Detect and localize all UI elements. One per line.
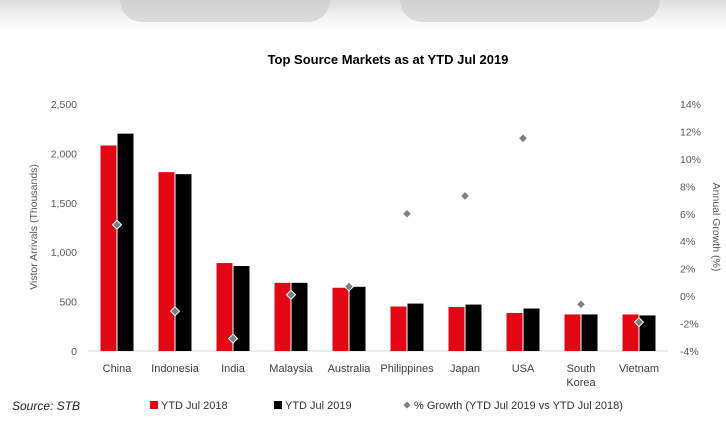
- legend-label: YTD Jul 2018: [161, 400, 228, 412]
- growth-marker: [517, 133, 529, 144]
- y2-tick-label: 12%: [680, 126, 701, 138]
- category-label: China: [103, 363, 133, 375]
- bar-ytd-2019: [117, 133, 134, 351]
- y-tick-label: 500: [59, 297, 77, 309]
- legend: YTD Jul 2018 YTD Jul 2019 % Growth (YTD Ju…: [150, 400, 623, 412]
- legend-swatch-growth: [403, 401, 411, 409]
- growth-marker: [575, 299, 587, 310]
- category-label: Australia: [328, 363, 372, 375]
- bar-ytd-2018: [564, 314, 581, 351]
- category-label: Indonesia: [151, 363, 200, 375]
- bar-ytd-2018: [274, 282, 291, 351]
- legend-swatch-2018: [150, 401, 158, 409]
- growth-markers-layer: [111, 133, 645, 344]
- y2-tick-label: 8%: [680, 181, 695, 193]
- y2-tick-label: 14%: [680, 99, 701, 111]
- growth-marker: [633, 316, 645, 328]
- bar-ytd-2019: [233, 266, 250, 351]
- category-labels: China Indonesia India Malaysia Australia Phil…: [103, 363, 659, 389]
- category-label: Vietnam: [619, 363, 659, 375]
- bar-ytd-2018: [158, 172, 175, 351]
- legend-label: YTD Jul 2019: [285, 400, 352, 412]
- y-axis-title: Vistor Arrivals (Thousands): [28, 164, 40, 290]
- y-tick-label: 1,000: [51, 247, 77, 259]
- category-label: Malaysia: [269, 363, 313, 375]
- bar-ytd-2018: [100, 145, 117, 351]
- y2-axis-title: Annual Growth (%): [710, 183, 722, 272]
- y2-tick-label: 0%: [680, 291, 695, 303]
- growth-marker: [459, 190, 471, 202]
- bar-ytd-2019: [175, 174, 192, 351]
- bar-ytd-2019: [523, 308, 540, 351]
- growth-marker: [111, 219, 123, 230]
- bar-ytd-2018: [332, 287, 349, 351]
- bar-ytd-2018: [448, 307, 465, 351]
- bar-ytd-2019: [465, 304, 482, 351]
- y2-tick-label: 2%: [680, 264, 695, 276]
- y-tick-label: 0: [71, 346, 77, 358]
- header-texture-streak: [120, 0, 330, 22]
- category-label: India: [221, 363, 246, 375]
- y2-tick-label: 10%: [680, 154, 701, 166]
- category-label: Japan: [450, 363, 480, 375]
- chart-title: Top Source Markets as at YTD Jul 2019: [268, 52, 509, 67]
- bar-ytd-2019: [349, 286, 366, 351]
- growth-marker: [285, 289, 297, 300]
- bar-ytd-2018: [622, 314, 639, 351]
- bars-layer: [100, 133, 656, 351]
- growth-marker: [169, 305, 181, 317]
- category-label: USA: [512, 363, 535, 375]
- bar-ytd-2018: [216, 263, 233, 351]
- category-label: Korea: [566, 377, 596, 389]
- bar-ytd-2018: [506, 312, 523, 351]
- growth-marker: [401, 208, 413, 219]
- growth-marker: [227, 333, 239, 344]
- y-tick-label: 1,500: [51, 198, 77, 210]
- left-axis: 0 500 1,000 1,500 2,000 2,500: [51, 99, 668, 358]
- source-note: Source: STB: [12, 399, 81, 413]
- bar-ytd-2019: [581, 314, 598, 351]
- y-tick-label: 2,500: [51, 99, 77, 111]
- y2-tick-label: -4%: [680, 346, 699, 358]
- category-label: South: [567, 363, 596, 375]
- category-label: Philippines: [380, 363, 434, 375]
- bar-ytd-2018: [390, 306, 407, 351]
- right-axis: -4% -2% 0% 2% 4% 6% 8% 10% 12% 14%: [680, 99, 701, 358]
- y2-tick-label: 4%: [680, 236, 695, 248]
- legend-swatch-2019: [274, 401, 282, 409]
- growth-marker: [343, 281, 355, 292]
- legend-label: % Growth (YTD Jul 2019 vs YTD Jul 2018): [414, 400, 623, 412]
- bar-ytd-2019: [407, 303, 424, 351]
- header-texture-streak: [400, 0, 660, 22]
- y-tick-label: 2,000: [51, 148, 77, 160]
- y2-tick-label: -2%: [680, 319, 699, 331]
- bar-ytd-2019: [639, 315, 656, 351]
- y2-tick-label: 6%: [680, 209, 695, 221]
- bar-ytd-2019: [291, 282, 308, 351]
